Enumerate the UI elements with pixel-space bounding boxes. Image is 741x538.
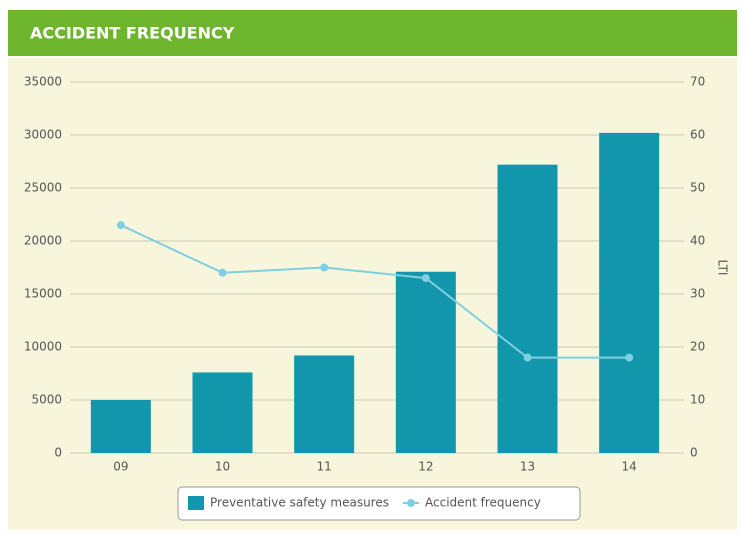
- x-tick-label: 09: [113, 460, 128, 474]
- x-tick-label: 12: [418, 460, 433, 474]
- line-point: [625, 353, 634, 362]
- chart-title: ACCIDENT FREQUENCY: [30, 24, 235, 43]
- line: [120, 224, 630, 359]
- bar: [90, 400, 151, 453]
- line-point: [218, 268, 227, 277]
- y-tick-label: 25000: [24, 181, 62, 195]
- y2-tick-label: 40: [690, 234, 705, 248]
- y2-axis-label: LTI: [716, 260, 730, 276]
- bar: [294, 355, 355, 453]
- bar: [192, 372, 253, 453]
- line-point: [523, 353, 532, 362]
- legend-swatch: [188, 496, 204, 510]
- legend-label: Accident frequency: [425, 496, 541, 510]
- y-tick-label: 35000: [24, 75, 62, 89]
- y-tick-label: 10000: [24, 340, 62, 354]
- y2-tick-label: 10: [690, 393, 705, 407]
- x-tick-label: 11: [317, 460, 332, 474]
- y2-tick-label: 20: [690, 340, 705, 354]
- y2-tick-label: 50: [690, 181, 705, 195]
- y2-tick-label: 70: [690, 75, 705, 89]
- line-point: [320, 263, 329, 272]
- line-point: [421, 274, 430, 283]
- header-bar: [8, 10, 737, 56]
- bar: [497, 164, 558, 453]
- y-tick-label: 30000: [24, 128, 62, 142]
- y2-tick-label: 0: [690, 446, 698, 460]
- line-point: [116, 221, 125, 230]
- x-tick-label: 10: [215, 460, 230, 474]
- x-tick-label: 13: [520, 460, 535, 474]
- bar: [599, 132, 660, 453]
- y2-tick-label: 30: [690, 287, 705, 301]
- y-tick-label: 20000: [24, 234, 62, 248]
- bar: [395, 271, 456, 453]
- y-tick-label: 15000: [24, 287, 62, 301]
- legend-box: [177, 486, 581, 521]
- x-tick-label: 14: [622, 460, 637, 474]
- y-tick-label: 5000: [31, 393, 62, 407]
- y2-tick-label: 60: [690, 128, 705, 142]
- legend-swatch: [407, 499, 415, 507]
- legend-label: Preventative safety measures: [210, 496, 389, 510]
- y-tick-label: 0: [54, 446, 62, 460]
